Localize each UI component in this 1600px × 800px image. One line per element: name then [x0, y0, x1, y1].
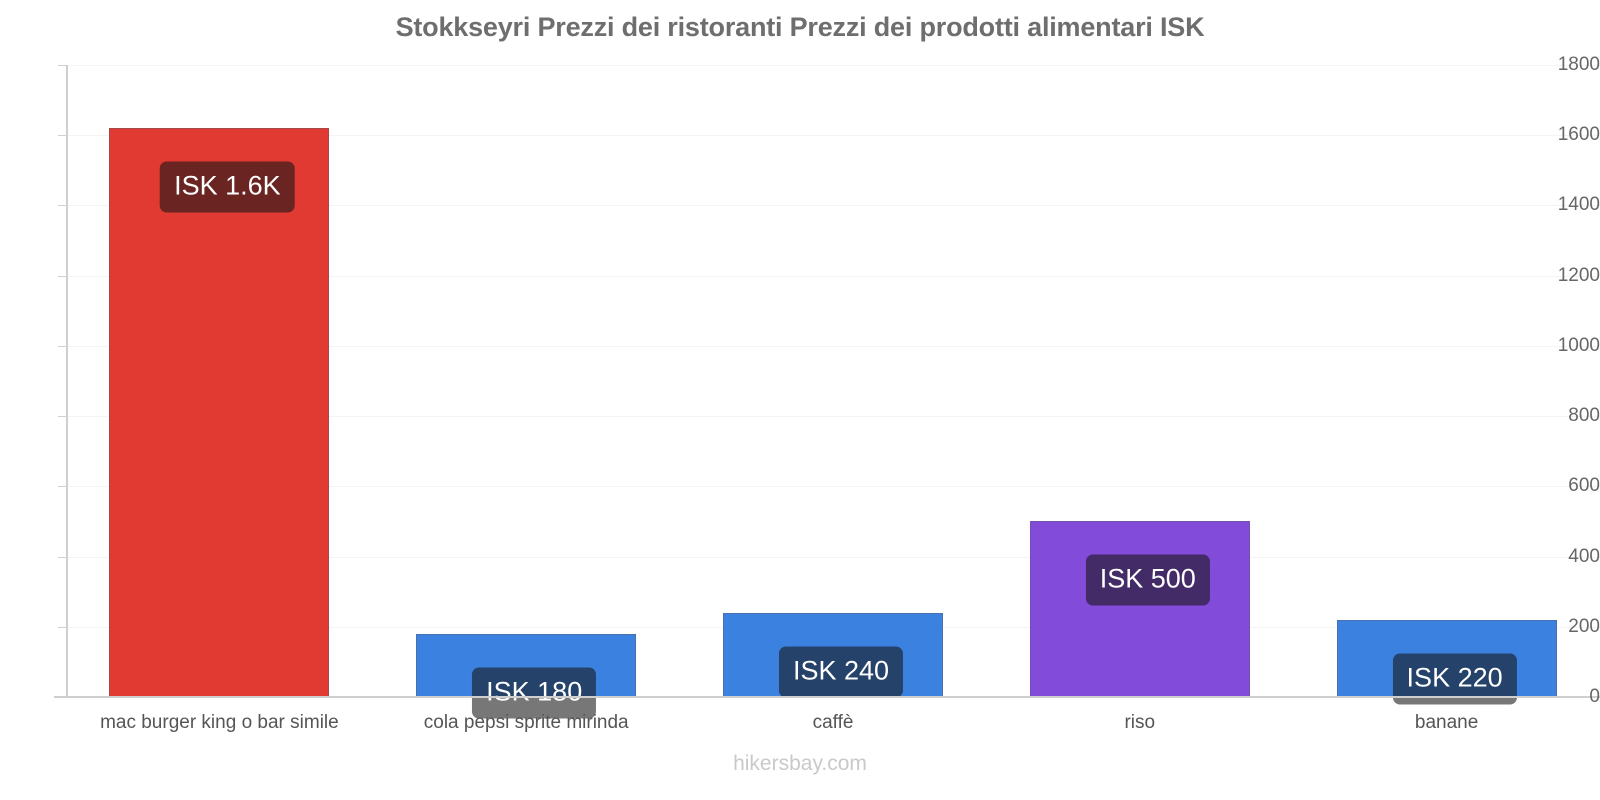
y-axis-tick-label: 0	[1589, 686, 1600, 707]
gridline	[66, 275, 1600, 277]
y-axis-tick-mark	[58, 556, 67, 558]
bar-value-label: ISK 220	[1392, 653, 1517, 705]
chart-title: Stokkseyri Prezzi dei ristoranti Prezzi …	[395, 12, 1205, 42]
y-axis-tick-label: 200	[1568, 615, 1600, 637]
bar-value-label: ISK 500	[1085, 554, 1210, 606]
x-axis-line	[54, 696, 1600, 698]
y-axis-tick-mark	[58, 65, 67, 66]
bar[interactable]	[1029, 521, 1250, 697]
y-axis-tick-mark	[58, 697, 67, 698]
x-axis-category-label: mac burger king o bar simile	[100, 712, 339, 733]
y-axis-line	[66, 65, 68, 698]
x-axis-category-label: banane	[1414, 712, 1479, 733]
y-axis-tick-mark	[58, 135, 67, 137]
gridline	[66, 556, 1600, 558]
y-axis-tick-mark	[58, 275, 67, 277]
y-axis-tick-mark	[58, 626, 67, 628]
y-axis-tick-label: 1800	[1557, 54, 1600, 75]
watermark: hikersbay.com	[733, 752, 867, 775]
y-axis-tick-mark	[58, 345, 67, 347]
y-axis-tick-label: 600	[1568, 475, 1600, 497]
y-axis-tick-mark	[58, 416, 67, 418]
gridline	[66, 345, 1600, 347]
x-axis-category-label: caffè	[812, 712, 854, 733]
y-axis-tick-label: 1600	[1557, 124, 1600, 146]
y-axis-tick-label: 400	[1568, 545, 1600, 567]
gridline	[66, 65, 1600, 66]
y-axis-tick-mark	[58, 205, 67, 207]
x-axis-category-label: cola pepsi sprite mirinda	[423, 712, 629, 733]
gridline	[66, 205, 1600, 207]
bar-value-label: ISK 240	[778, 646, 904, 698]
gridline	[66, 135, 1600, 137]
x-axis-category-label: riso	[1124, 712, 1156, 733]
y-axis-tick-mark	[58, 486, 67, 488]
y-axis-tick-label: 1200	[1557, 264, 1600, 286]
plot-area: ISK 1.6K ISK 180 ISK 240 ISK 500 ISK 220	[66, 65, 1600, 719]
gridline	[66, 416, 1600, 418]
bar-value-label: ISK 180	[472, 667, 597, 719]
y-axis-tick-label: 800	[1568, 405, 1600, 427]
y-axis-tick-label: 1400	[1557, 194, 1600, 216]
gridline	[66, 486, 1600, 488]
y-axis-tick-label: 1000	[1557, 334, 1600, 356]
bar[interactable]	[109, 128, 330, 697]
bar-value-label: ISK 1.6K	[160, 161, 295, 213]
